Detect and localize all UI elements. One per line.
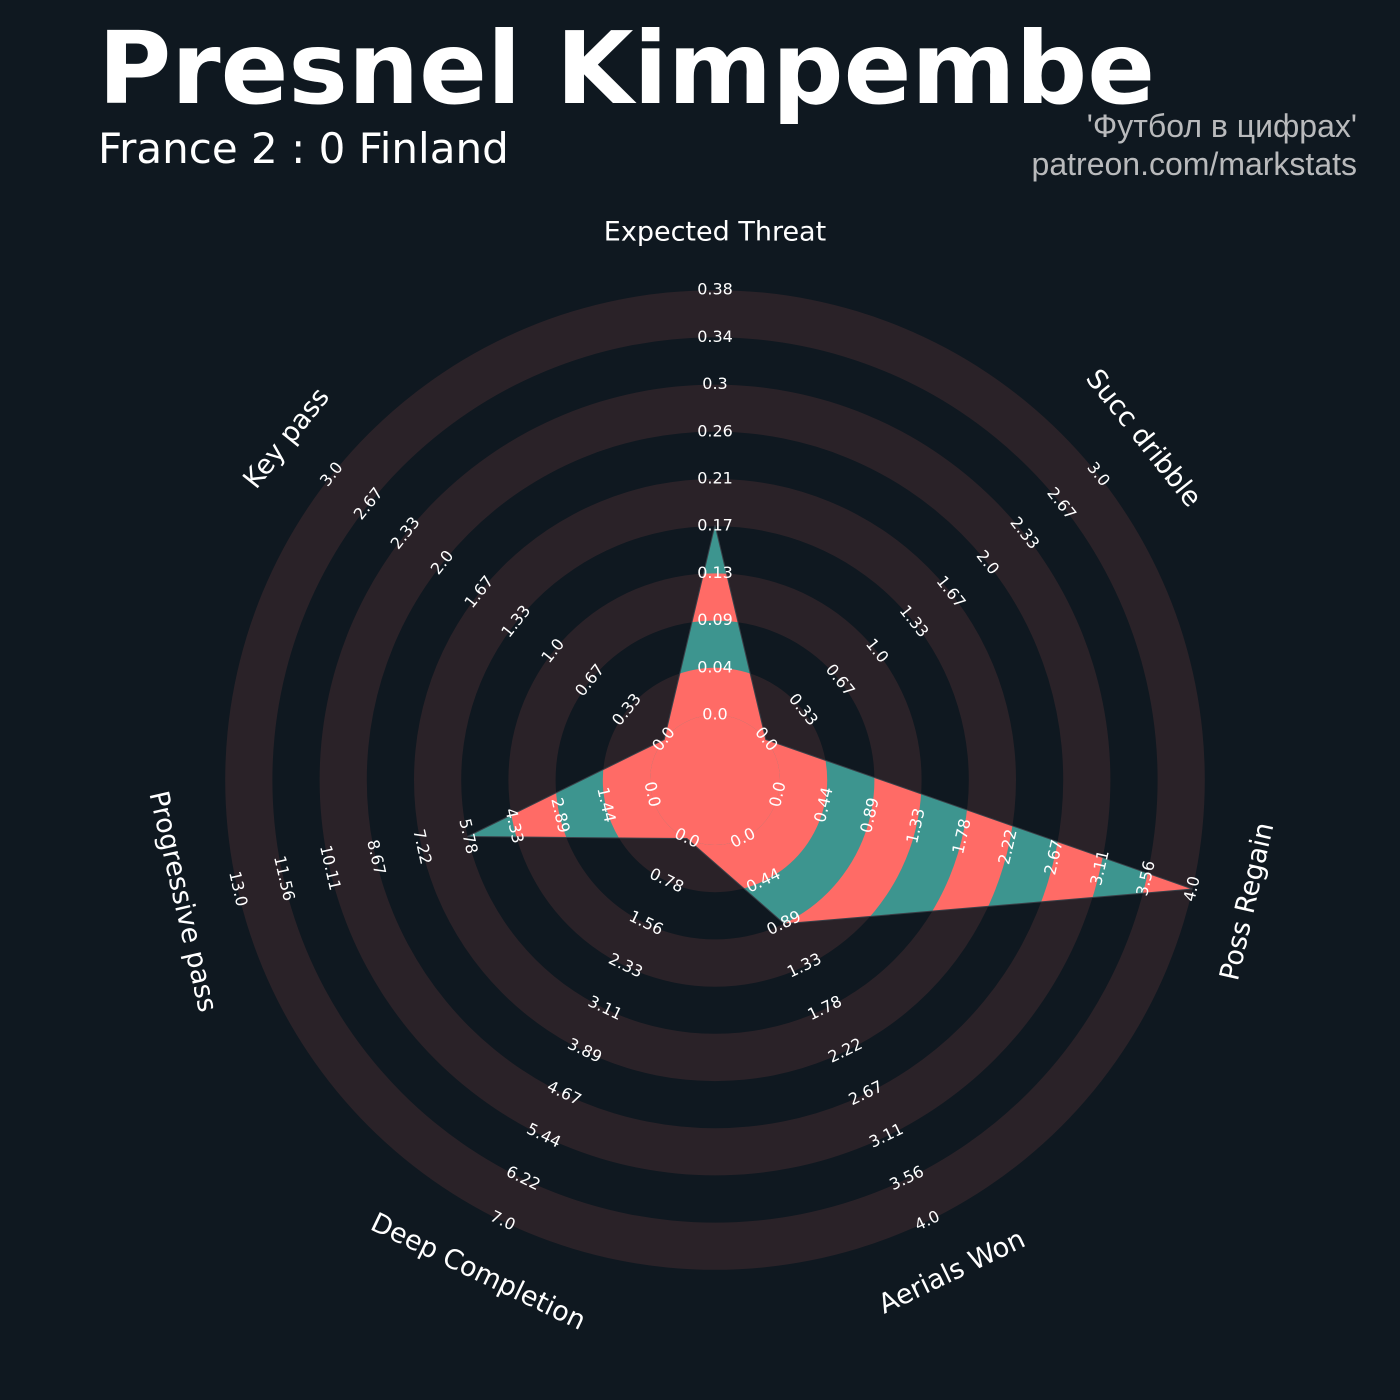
tick-label: 0.26 (697, 421, 733, 440)
value-core (650, 715, 780, 845)
credit-source: 'Футбол в цифрах' (1086, 108, 1357, 144)
tick-label: 0.09 (697, 610, 733, 629)
category-label: Aerials Won (874, 1224, 1030, 1321)
match-score-subtitle: France 2 : 0 Finland (98, 124, 509, 173)
tick-label: 0.0 (702, 705, 727, 724)
credit-url: patreon.com/markstats (1031, 146, 1357, 182)
tick-label: 0.3 (702, 374, 727, 393)
value-polygon-outline (467, 524, 1193, 925)
category-label: Progressive pass (142, 788, 222, 1015)
tick-label: 0.34 (697, 327, 733, 346)
tick-label: 0.38 (697, 280, 733, 299)
tick-label: 0.17 (697, 516, 733, 535)
tick-label: 0.13 (697, 563, 733, 582)
category-label: Poss Regain (1214, 820, 1280, 984)
tick-label: 0.21 (697, 469, 733, 488)
player-name-title: Presnel Kimpembe (98, 10, 1156, 127)
category-label: Expected Threat (604, 217, 826, 248)
tick-label: 0.04 (697, 657, 733, 676)
